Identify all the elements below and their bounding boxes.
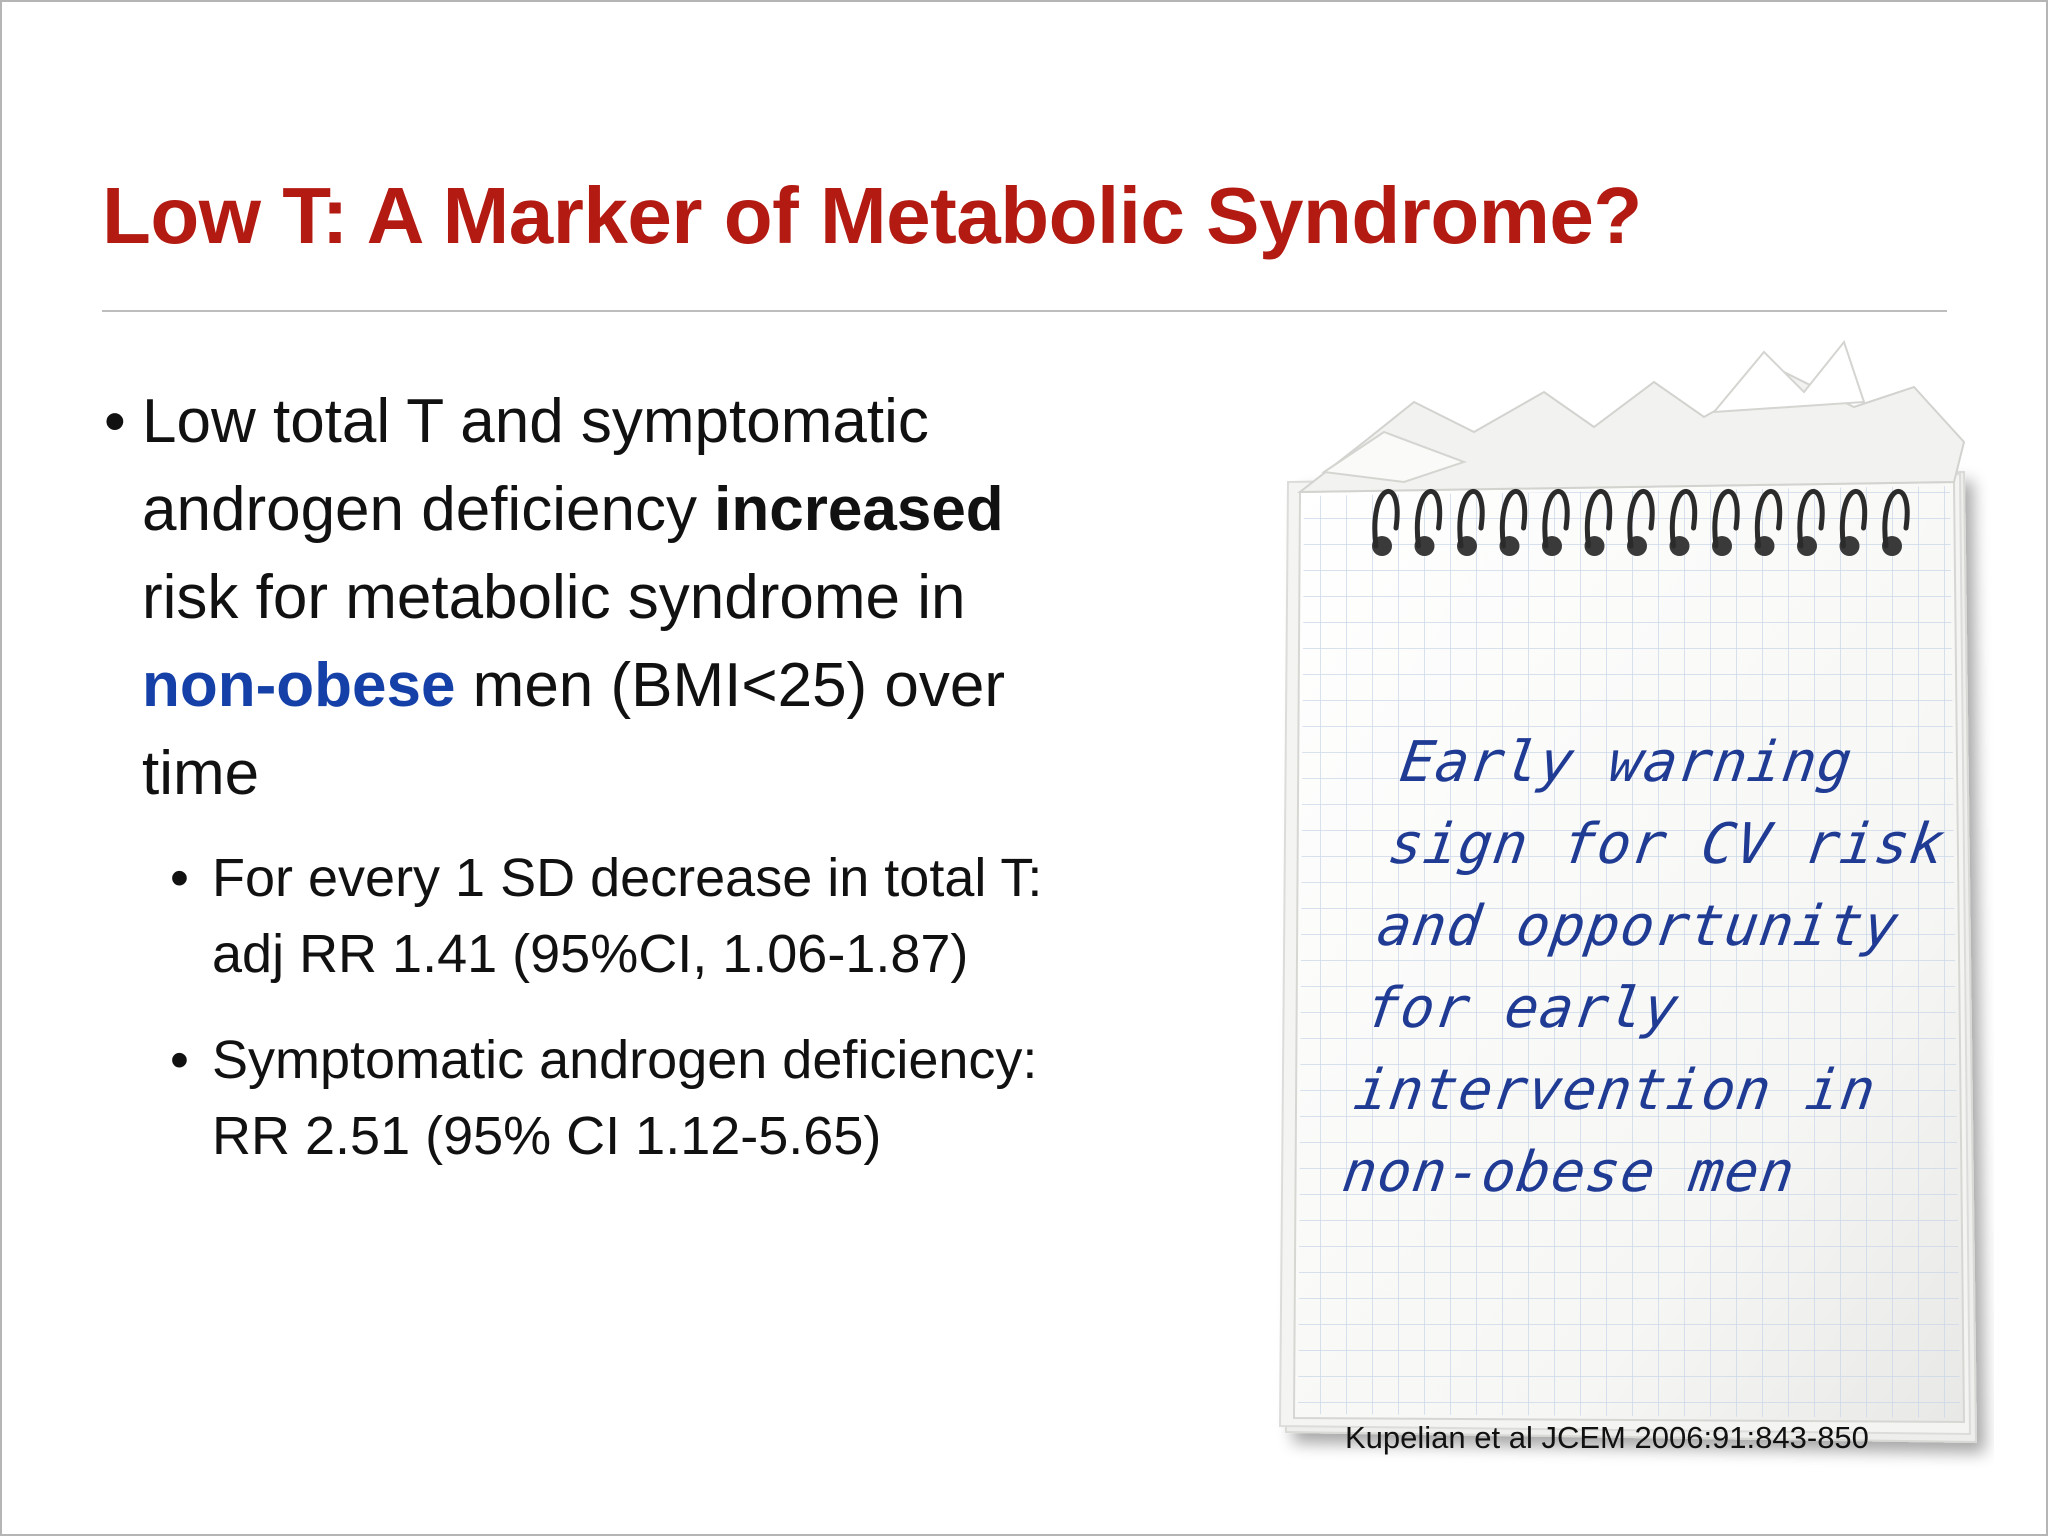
spiral-ring xyxy=(1372,488,1400,549)
spiral-binding xyxy=(1372,488,1910,556)
spiral-ring xyxy=(1627,488,1655,549)
main-bullet-line-5: time xyxy=(142,739,260,808)
title-divider xyxy=(102,310,1947,312)
main-bullet-line-4: non-obese men (BMI<25) over xyxy=(142,642,1222,730)
sub-bullet-text: For every 1 SD decrease in total T: adj … xyxy=(212,840,1232,992)
main-bullet-line-4-text: men (BMI<25) over xyxy=(455,651,1006,720)
main-bullet-line-2-text: androgen deficiency xyxy=(142,475,715,544)
sub-bullet-line-1: Symptomatic androgen deficiency: xyxy=(212,1030,1038,1090)
note-line: and opportunity xyxy=(1373,894,1904,959)
spiral-ring xyxy=(1754,488,1783,549)
note-line: intervention in xyxy=(1350,1058,1881,1123)
note-line: for early xyxy=(1361,976,1684,1041)
main-bullet-line-3: risk for metabolic syndrome in xyxy=(142,563,966,632)
spiral-ring xyxy=(1839,488,1868,549)
main-bullet-text: Low total T and symptomatic androgen def… xyxy=(142,378,1222,818)
torn-paper xyxy=(1321,430,1467,484)
spiral-ring xyxy=(1669,488,1698,549)
citation: Kupelian et al JCEM 2006:91:843-850 xyxy=(1345,1420,1869,1455)
main-bullet-line-1: Low total T and symptomatic xyxy=(142,387,929,456)
note-line: Early warning xyxy=(1396,730,1857,795)
spiral-ring xyxy=(1882,488,1910,549)
sub-bullet-line-1: For every 1 SD decrease in total T: xyxy=(212,848,1043,908)
spiral-ring xyxy=(1414,488,1443,549)
main-bullet-line-2: androgen deficiency increased xyxy=(142,466,1222,554)
spiral-ring xyxy=(1457,488,1485,549)
bullet-dot: • xyxy=(170,848,189,908)
bullet-dot: • xyxy=(170,1030,189,1090)
notepad-illustration: Early warning sign for CV risk and oppor… xyxy=(1264,332,1994,1532)
spiral-ring xyxy=(1542,488,1570,549)
torn-paper xyxy=(1711,339,1866,414)
handwritten-note: Early warning sign for CV risk and oppor… xyxy=(1337,722,1986,1214)
spiral-ring xyxy=(1584,488,1613,549)
bullet-dot: • xyxy=(104,387,126,456)
emphasis-increased: increased xyxy=(714,475,1004,544)
highlight-non-obese: non-obese xyxy=(142,651,456,720)
sub-bullet-line-2: RR 2.51 (95% CI 1.12-5.65) xyxy=(212,1106,882,1166)
spiral-ring xyxy=(1712,488,1740,549)
sub-bullet-text: Symptomatic androgen deficiency: RR 2.51… xyxy=(212,1022,1232,1174)
spiral-ring xyxy=(1797,488,1825,549)
notepad-grid xyxy=(1298,486,1960,1418)
note-line: sign for CV risk xyxy=(1384,812,1950,877)
spiral-ring xyxy=(1499,488,1528,549)
notepad-drawing xyxy=(1278,339,1978,1444)
slide-title: Low T: A Marker of Metabolic Syndrome? xyxy=(102,171,1642,260)
sub-bullet-line-2: adj RR 1.41 (95%CI, 1.06-1.87) xyxy=(212,924,969,984)
note-line: non-obese men xyxy=(1338,1140,1800,1205)
